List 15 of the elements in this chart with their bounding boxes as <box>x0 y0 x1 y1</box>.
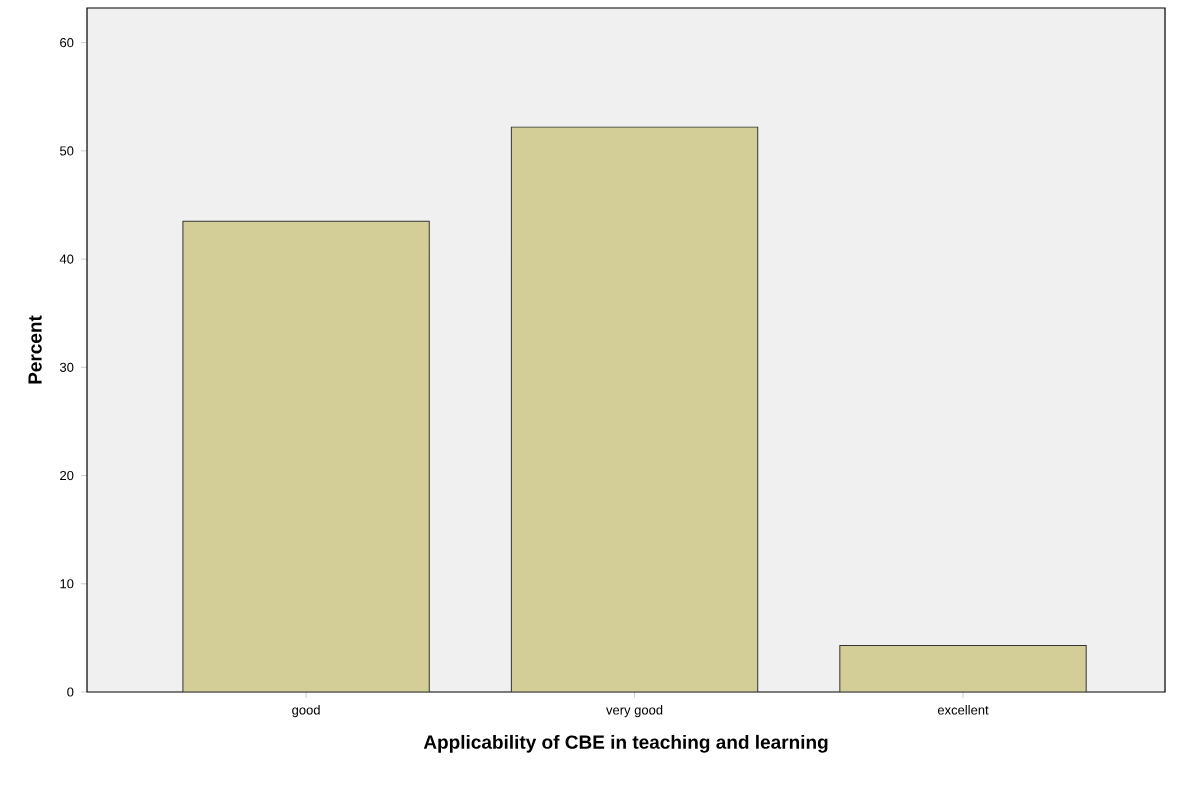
bar <box>839 644 1087 692</box>
y-tick-label: 10 <box>60 579 74 589</box>
y-tick-label: 0 <box>67 687 74 697</box>
x-tick-label: excellent <box>937 705 989 715</box>
y-tick-label: 50 <box>60 146 74 156</box>
bar <box>182 220 430 692</box>
y-tick-label: 20 <box>60 470 74 481</box>
y-tick-label: 30 <box>59 362 74 372</box>
x-axis-title: Applicability of CBE in teaching and learning <box>423 734 828 753</box>
y-tick-label: 60 <box>60 38 74 48</box>
y-tick-label: 40 <box>59 254 74 264</box>
x-tick-label: good <box>292 705 320 718</box>
x-tick-label: very good <box>606 705 663 718</box>
y-axis-title: Percent <box>28 315 42 384</box>
bar <box>511 127 758 692</box>
